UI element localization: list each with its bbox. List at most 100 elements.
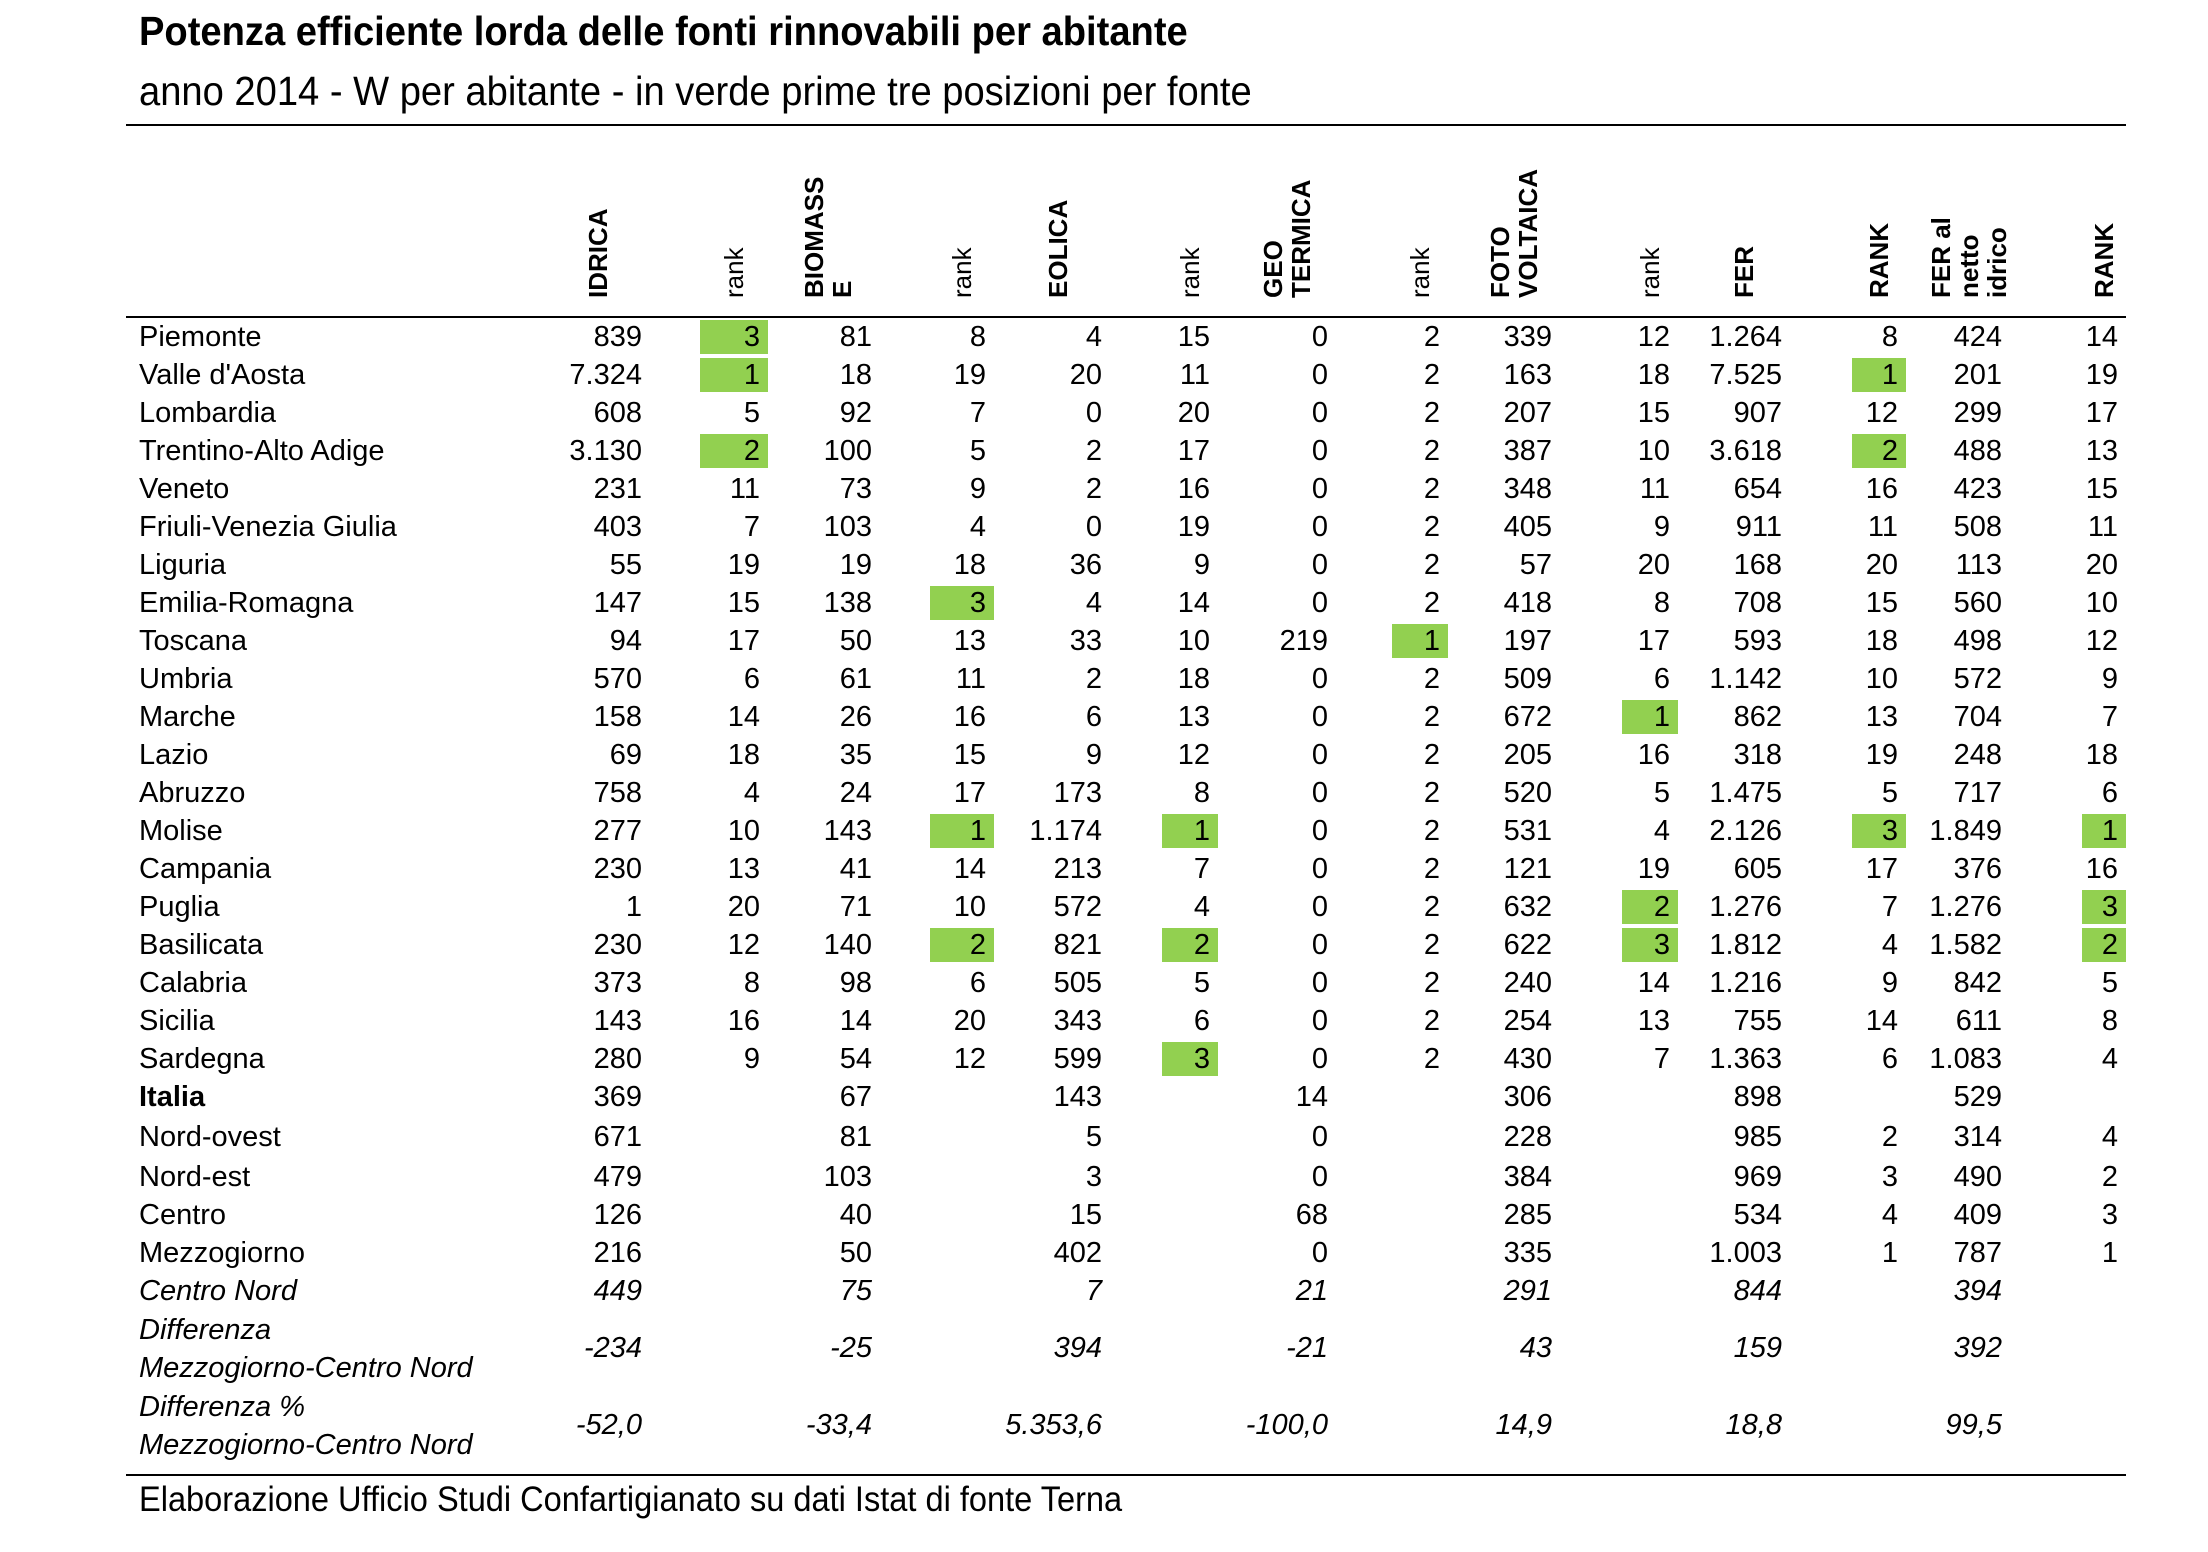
row-label: Trentino-Alto Adige (139, 434, 385, 467)
table-cell: 20 (727, 890, 760, 923)
table-cell: 3 (2101, 1198, 2118, 1231)
table-cell (930, 1158, 994, 1196)
column-header-label: GEO TERMICA (1258, 180, 1316, 298)
table-cell: 2 (1423, 396, 1440, 429)
table-cell: -25 (830, 1332, 872, 1364)
table-cell: 18 (2085, 738, 2118, 771)
table-cell: 13 (727, 852, 760, 885)
table-cell: 348 (1503, 472, 1552, 505)
table-cell: 488 (1953, 434, 2002, 467)
table-row: Valle d'Aosta 7.324 1 18 19 20 11 0 2 163 18 7.525 1… (0, 356, 2208, 394)
row-label-line: Mezzogiorno-Centro Nord (139, 1351, 473, 1384)
table-cell (2082, 1387, 2126, 1464)
table-cell: 205 (1503, 738, 1552, 771)
table-cell: 14,9 (1495, 1409, 1552, 1441)
row-label-line: Differenza % (139, 1390, 306, 1423)
table-cell: 8 (1193, 776, 1210, 809)
table-cell: 5 (1653, 776, 1670, 809)
table-cell: 73 (839, 472, 872, 505)
table-cell (1162, 1387, 1218, 1464)
table-cell: 4 (1085, 320, 1102, 353)
table-cell: 4 (1653, 814, 1670, 847)
column-header-line: E (827, 280, 857, 298)
table-row: Nord-ovest 671 81 5 0 228 985 2 314 4 (0, 1116, 2208, 1158)
table-cell: 207 (1503, 396, 1552, 429)
table-cell: 13 (1865, 700, 1898, 733)
table-cell: 898 (1733, 1080, 1782, 1113)
column-header: RANK (1852, 150, 1906, 298)
table-cell: 7 (743, 510, 760, 543)
table-cell: 277 (593, 814, 642, 847)
table-cell: 6 (1653, 662, 1670, 695)
table-cell: 14 (1865, 1004, 1898, 1037)
table-cell: 99,5 (1945, 1409, 2002, 1441)
row-label: Abruzzo (139, 776, 246, 809)
table-cell: 3 (700, 320, 768, 354)
table-row: Sicilia 143 16 14 20 343 6 0 2 254 13 755 14 611 8 (0, 1002, 2208, 1040)
table-cell: 16 (953, 700, 986, 733)
table-cell: 18 (839, 358, 872, 391)
table-cell: 1 (2101, 1236, 2118, 1269)
table-cell: 0 (1311, 1120, 1328, 1153)
table-cell: 18 (727, 738, 760, 771)
table-cell (930, 1387, 994, 1464)
table-cell: 12 (2085, 624, 2118, 657)
table-cell: 197 (1503, 624, 1552, 657)
table-cell: 318 (1733, 738, 1782, 771)
table-cell: 18 (1637, 358, 1670, 391)
table-cell (1162, 1272, 1218, 1310)
table-cell: 671 (593, 1120, 642, 1153)
table-cell: 2 (700, 434, 768, 468)
table-cell: 5 (1085, 1120, 1102, 1153)
table-cell: 1 (1622, 700, 1678, 734)
row-label: Lombardia (139, 396, 277, 429)
column-header-line: RANK (2089, 222, 2119, 298)
table-cell: 599 (1053, 1042, 1102, 1075)
table-cell: 17 (727, 624, 760, 657)
table-cell: 509 (1503, 662, 1552, 695)
table-cell: 343 (1053, 1004, 1102, 1037)
table-cell: 12 (727, 928, 760, 961)
table-cell: 19 (839, 548, 872, 581)
table-cell (1392, 1158, 1448, 1196)
table-cell: 1 (625, 890, 642, 923)
table-cell: 6 (1085, 700, 1102, 733)
table-cell: 423 (1953, 472, 2002, 505)
table-cell: 15 (1637, 396, 1670, 429)
table-cell: 335 (1503, 1236, 1552, 1269)
table-cell: 2 (1085, 472, 1102, 505)
table-cell: 409 (1953, 1198, 2002, 1231)
row-label: Mezzogiorno (139, 1236, 306, 1269)
row-label: Molise (139, 814, 223, 847)
table-cell: 41 (839, 852, 872, 885)
table-cell: 50 (839, 624, 872, 657)
table-cell: 285 (1503, 1198, 1552, 1231)
table-row: Emilia-Romagna 147 15 138 3 4 14 0 2 418 8 708 15 560… (0, 584, 2208, 622)
table-cell: 16 (727, 1004, 760, 1037)
table-cell: 787 (1953, 1236, 2002, 1269)
table-cell (1852, 1272, 1906, 1310)
table-cell: 18 (953, 548, 986, 581)
row-label: Marche (139, 700, 236, 733)
row-label-line: Mezzogiorno-Centro Nord (139, 1428, 473, 1461)
table-cell: 231 (593, 472, 642, 505)
column-header-line: EOLICA (1043, 199, 1073, 298)
table-cell: 103 (823, 510, 872, 543)
table-cell: 1.812 (1709, 928, 1782, 961)
table-row: Centro Nord 449 75 7 21 291 844 394 (0, 1272, 2208, 1310)
table-cell: 5.353,6 (1005, 1409, 1102, 1441)
table-cell: 201 (1953, 358, 2002, 391)
table-cell: 392 (1953, 1332, 2002, 1364)
table-cell: 704 (1953, 700, 2002, 733)
table-cell: 36 (1069, 548, 1102, 581)
table-cell: 0 (1311, 472, 1328, 505)
table-cell: 717 (1953, 776, 2002, 809)
table-cell: 7 (1193, 852, 1210, 885)
table-cell: 10 (2085, 586, 2118, 619)
table-cell: 16 (2085, 852, 2118, 885)
table-cell: 4 (1881, 1198, 1898, 1231)
table-cell: 708 (1733, 586, 1782, 619)
row-label: Calabria (139, 966, 247, 999)
table-cell (1392, 1078, 1448, 1116)
column-header-label: BIOMASS E (799, 177, 857, 298)
